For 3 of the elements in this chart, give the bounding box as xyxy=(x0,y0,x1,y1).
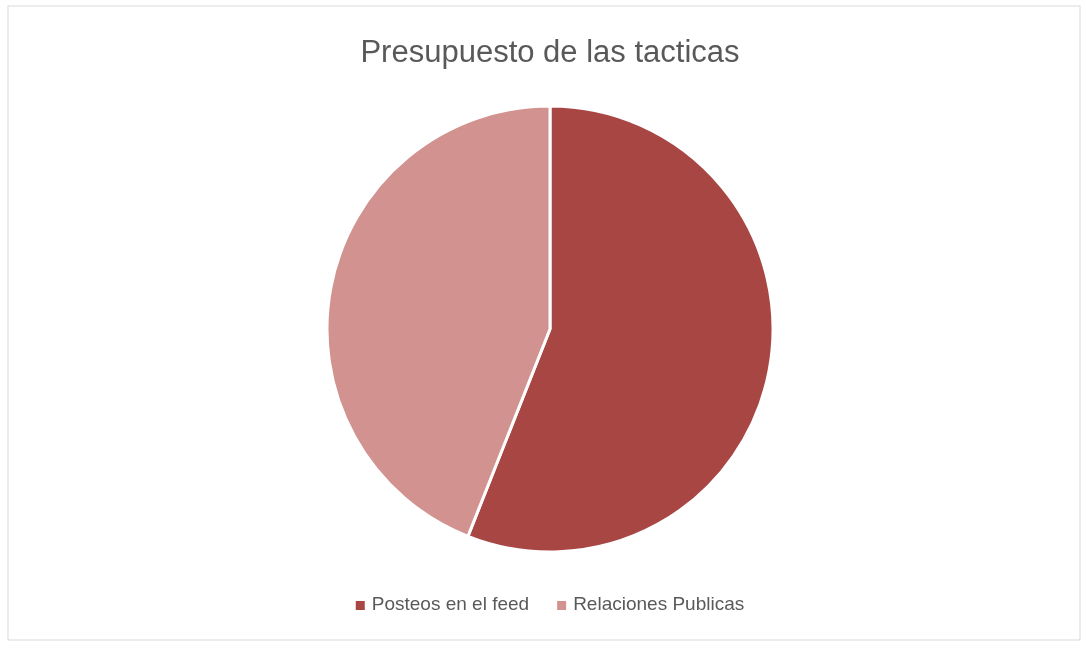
legend-label: Relaciones Publicas xyxy=(573,593,745,614)
legend-label: Posteos en el feed xyxy=(371,593,530,614)
chart-title: Presupuesto de las tacticas xyxy=(360,34,740,69)
